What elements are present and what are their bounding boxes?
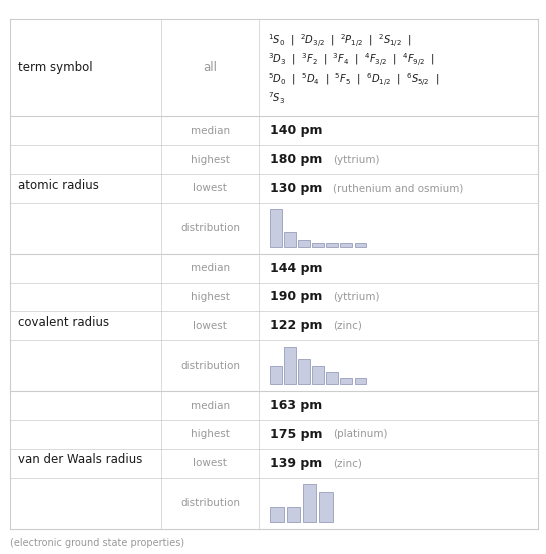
Text: (ruthenium and osmium): (ruthenium and osmium) bbox=[333, 183, 464, 193]
Text: 139 pm: 139 pm bbox=[270, 456, 323, 470]
Bar bbox=[341, 378, 352, 384]
Text: median: median bbox=[191, 263, 230, 273]
Text: $^7S_3$: $^7S_3$ bbox=[268, 91, 284, 106]
Text: distribution: distribution bbox=[180, 223, 240, 233]
Bar bbox=[270, 209, 282, 247]
Text: lowest: lowest bbox=[193, 183, 227, 193]
Bar bbox=[312, 366, 324, 384]
Text: median: median bbox=[191, 126, 230, 136]
Text: lowest: lowest bbox=[193, 321, 227, 331]
Text: (platinum): (platinum) bbox=[333, 429, 388, 439]
Text: $^3D_3$  |  $^3F_2$  |  $^3F_4$  |  $^4F_{3/2}$  |  $^4F_{9/2}$  |: $^3D_3$ | $^3F_2$ | $^3F_4$ | $^4F_{3/2}… bbox=[268, 52, 434, 69]
Text: 175 pm: 175 pm bbox=[270, 428, 323, 441]
Text: (zinc): (zinc) bbox=[333, 458, 362, 468]
Text: highest: highest bbox=[191, 429, 230, 439]
Text: highest: highest bbox=[191, 292, 230, 302]
Text: (zinc): (zinc) bbox=[333, 321, 362, 331]
Bar bbox=[287, 507, 300, 522]
Bar bbox=[298, 360, 310, 384]
Text: distribution: distribution bbox=[180, 361, 240, 371]
Text: 140 pm: 140 pm bbox=[270, 124, 323, 137]
Bar bbox=[270, 507, 284, 522]
Bar bbox=[327, 243, 338, 247]
Text: 130 pm: 130 pm bbox=[270, 182, 323, 195]
Text: 163 pm: 163 pm bbox=[270, 399, 323, 412]
Text: term symbol: term symbol bbox=[18, 61, 93, 74]
Bar bbox=[270, 366, 282, 384]
Bar bbox=[312, 243, 324, 247]
Text: van der Waals radius: van der Waals radius bbox=[18, 453, 143, 466]
Bar bbox=[354, 243, 366, 247]
Text: distribution: distribution bbox=[180, 498, 240, 508]
Text: lowest: lowest bbox=[193, 458, 227, 468]
Bar bbox=[341, 243, 352, 247]
Text: covalent radius: covalent radius bbox=[18, 316, 109, 329]
Text: atomic radius: atomic radius bbox=[18, 178, 99, 192]
Text: (yttrium): (yttrium) bbox=[333, 155, 379, 165]
Text: all: all bbox=[203, 61, 217, 74]
Text: $^1S_0$  |  $^2D_{3/2}$  |  $^2P_{1/2}$  |  $^2S_{1/2}$  |: $^1S_0$ | $^2D_{3/2}$ | $^2P_{1/2}$ | $^… bbox=[268, 33, 411, 49]
Bar bbox=[327, 372, 338, 384]
Bar bbox=[354, 378, 366, 384]
Text: 190 pm: 190 pm bbox=[270, 290, 323, 304]
Bar bbox=[319, 492, 333, 522]
Bar bbox=[303, 484, 317, 522]
Bar bbox=[298, 239, 310, 247]
Bar bbox=[284, 347, 296, 384]
Text: $^5D_0$  |  $^5D_4$  |  $^5F_5$  |  $^6D_{1/2}$  |  $^6S_{5/2}$  |: $^5D_0$ | $^5D_4$ | $^5F_5$ | $^6D_{1/2}… bbox=[268, 71, 439, 88]
Text: (yttrium): (yttrium) bbox=[333, 292, 379, 302]
Text: 144 pm: 144 pm bbox=[270, 261, 323, 275]
Text: highest: highest bbox=[191, 155, 230, 165]
Text: 122 pm: 122 pm bbox=[270, 319, 323, 332]
Bar bbox=[284, 232, 296, 247]
Text: (electronic ground state properties): (electronic ground state properties) bbox=[10, 538, 184, 548]
Text: 180 pm: 180 pm bbox=[270, 153, 323, 166]
Text: median: median bbox=[191, 401, 230, 411]
